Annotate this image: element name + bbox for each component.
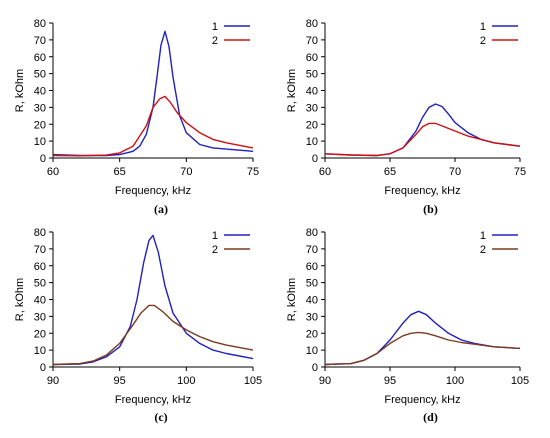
y-tick-label: 10 <box>34 136 46 148</box>
y-tick-label: 20 <box>306 328 318 340</box>
x-tick-label: 100 <box>177 375 195 387</box>
y-tick-label: 50 <box>34 278 46 290</box>
legend-label-2: 2 <box>480 35 486 47</box>
y-tick-label: 70 <box>34 35 46 47</box>
x-tick-label: 75 <box>514 166 526 178</box>
y-tick-label: 80 <box>34 18 46 30</box>
y-tick-label: 70 <box>306 35 318 47</box>
y-tick-label: 80 <box>34 227 46 239</box>
legend-label-2: 2 <box>212 244 218 256</box>
y-tick-label: 70 <box>34 244 46 256</box>
legend-label-1: 1 <box>212 230 218 242</box>
y-tick-label: 30 <box>306 102 318 114</box>
y-tick-label: 40 <box>34 86 46 98</box>
x-tick-label: 95 <box>114 375 126 387</box>
series-line-1 <box>52 234 254 366</box>
legend-label-2: 2 <box>212 35 218 47</box>
panel-caption: (d) <box>423 410 438 424</box>
y-tick-label: 60 <box>34 52 46 64</box>
x-tick-label: 105 <box>244 375 262 387</box>
x-tick-label: 75 <box>247 166 259 178</box>
y-tick-label: 50 <box>306 69 318 81</box>
panel-caption: (c) <box>154 410 167 424</box>
y-tick-label: 20 <box>34 119 46 131</box>
y-tick-label: 10 <box>306 345 318 357</box>
legend-label-1: 1 <box>480 230 486 242</box>
panel-caption: (a) <box>154 202 168 216</box>
y-tick-label: 40 <box>34 295 46 307</box>
y-tick-label: 0 <box>312 153 318 165</box>
chart-panel-b: 0 10 20 30 40 50 60 70 80 60 65 70 75 Frequency, kHz R… <box>286 18 526 216</box>
series-line-1 <box>324 103 521 157</box>
x-axis-title: Frequency, kHz <box>384 185 460 197</box>
y-tick-label: 20 <box>306 119 318 131</box>
panel-caption: (b) <box>423 202 438 216</box>
y-tick-label: 60 <box>34 261 46 273</box>
y-tick-label: 80 <box>306 18 318 30</box>
y-tick-label: 40 <box>306 295 318 307</box>
x-tick-label: 65 <box>384 166 396 178</box>
chart-panel-c: 0 10 20 30 40 50 60 70 80 90 95 100 105 Frequency, kH… <box>14 227 262 424</box>
y-axis-title: R, kOhm <box>14 69 26 112</box>
x-tick-label: 70 <box>180 166 192 178</box>
y-tick-label: 30 <box>34 102 46 114</box>
legend-label-1: 1 <box>480 21 486 33</box>
series-line-1 <box>324 310 521 366</box>
y-tick-label: 40 <box>306 86 318 98</box>
x-tick-label: 60 <box>319 166 331 178</box>
x-tick-label: 70 <box>449 166 461 178</box>
y-axis-title: R, kOhm <box>286 69 298 112</box>
x-tick-label: 65 <box>114 166 126 178</box>
y-tick-label: 0 <box>312 362 318 374</box>
x-axis-title: Frequency, kHz <box>115 185 191 197</box>
series-line-2 <box>52 95 254 157</box>
y-tick-label: 20 <box>34 328 46 340</box>
series-line-1 <box>52 30 254 157</box>
x-tick-label: 90 <box>319 375 331 387</box>
y-tick-label: 0 <box>40 362 46 374</box>
y-tick-label: 50 <box>306 278 318 290</box>
y-tick-label: 30 <box>34 311 46 323</box>
series-line-2 <box>324 122 521 157</box>
series-line-2 <box>324 331 521 366</box>
y-tick-label: 0 <box>40 153 46 165</box>
y-tick-label: 10 <box>306 136 318 148</box>
y-tick-label: 60 <box>306 52 318 64</box>
x-tick-label: 105 <box>511 375 529 387</box>
series-line-2 <box>52 304 254 366</box>
x-axis-title: Frequency, kHz <box>384 394 460 406</box>
chart-panel-a: 0 10 20 30 40 50 60 70 80 60 65 70 75 Frequency, kHz R… <box>14 18 259 216</box>
y-tick-label: 80 <box>306 227 318 239</box>
x-tick-label: 60 <box>47 166 59 178</box>
y-tick-label: 50 <box>34 69 46 81</box>
x-tick-label: 90 <box>47 375 59 387</box>
y-tick-label: 30 <box>306 311 318 323</box>
x-tick-label: 100 <box>446 375 464 387</box>
legend-label-2: 2 <box>480 244 486 256</box>
y-tick-label: 10 <box>34 345 46 357</box>
y-tick-label: 60 <box>306 261 318 273</box>
x-axis-title: Frequency, kHz <box>115 394 191 406</box>
y-axis-title: R, kOhm <box>286 278 298 321</box>
y-tick-label: 70 <box>306 244 318 256</box>
chart-panel-d: 0 10 20 30 40 50 60 70 80 90 95 100 105 Frequency, kH… <box>286 227 529 424</box>
x-tick-label: 95 <box>384 375 396 387</box>
y-axis-title: R, kOhm <box>14 278 26 321</box>
legend-label-1: 1 <box>212 21 218 33</box>
